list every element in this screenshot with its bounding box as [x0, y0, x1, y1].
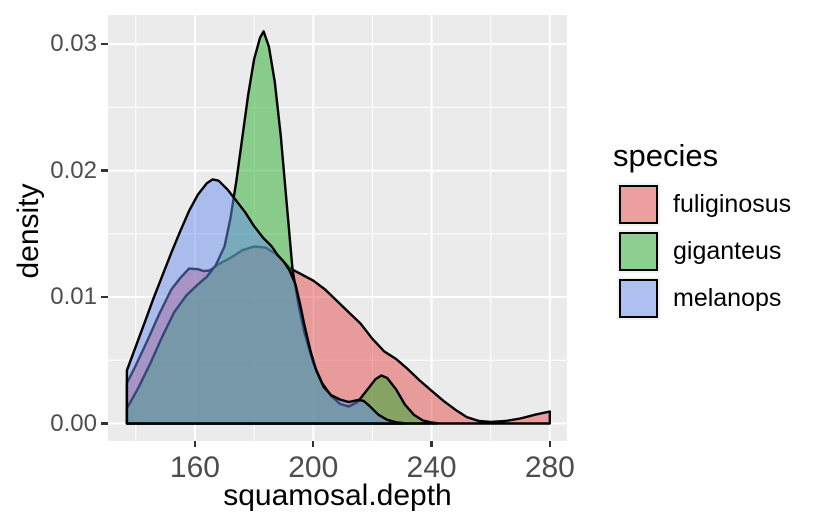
x-axis-title: squamosal.depth [223, 479, 452, 512]
x-tick-label: 280 [524, 451, 575, 484]
melanops-swatch [619, 279, 658, 318]
x-tick-mark [430, 441, 433, 447]
legend-item-melanops: melanops [613, 277, 808, 320]
legend-title: species [613, 138, 719, 173]
x-tick-label: 240 [406, 451, 457, 484]
density-curves-svg [108, 15, 567, 441]
x-tick-label: 200 [288, 451, 339, 484]
y-tick-label: 0.01 [50, 283, 97, 311]
plot-panel [108, 15, 567, 441]
legend-key-box [617, 183, 660, 226]
legend-key-box [617, 277, 660, 320]
density-curve-melanops [125, 178, 407, 425]
y-axis-title: density [12, 183, 45, 279]
y-tick-label: 0.03 [50, 30, 97, 58]
y-tick-mark [101, 295, 108, 299]
y-tick-mark [101, 42, 108, 46]
y-tick-mark [101, 169, 108, 172]
x-tick-label: 160 [169, 451, 220, 484]
y-tick-mark [101, 422, 108, 425]
legend-label: giganteus [673, 237, 782, 265]
giganteus-swatch [619, 232, 658, 271]
x-tick-mark [311, 441, 315, 447]
x-tick-mark [548, 441, 552, 447]
fuliginosus-swatch [619, 185, 658, 224]
legend-key-box [617, 230, 660, 273]
y-tick-label: 0.02 [50, 156, 97, 184]
x-tick-mark [193, 441, 197, 447]
legend-label: fuliginosus [673, 190, 792, 218]
legend-item-giganteus: giganteus [613, 230, 808, 273]
y-tick-label: 0.00 [50, 409, 97, 437]
legend-item-fuliginosus: fuliginosus [613, 183, 808, 226]
legend: species fuliginosus giganteus melanops [613, 138, 808, 324]
legend-label: melanops [673, 284, 782, 312]
